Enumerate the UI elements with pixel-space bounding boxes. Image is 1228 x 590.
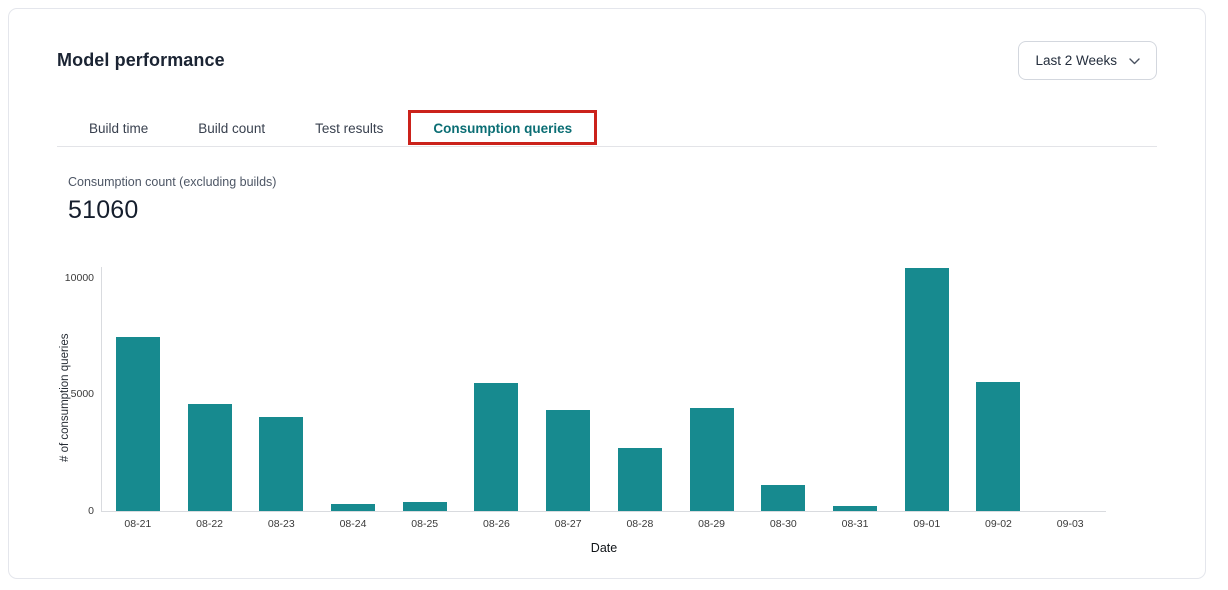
bar-08-30[interactable] [761, 485, 806, 511]
date-range-dropdown[interactable]: Last 2 Weeks [1018, 41, 1157, 80]
x-tick-label: 08-25 [411, 518, 439, 530]
bar-08-22[interactable] [187, 404, 232, 511]
x-tick-label: 09-01 [913, 518, 941, 530]
x-labels: 08-21 08-22 08-23 08-24 08-25 08-26 08-27 08-28… [102, 518, 1106, 530]
tab-consumption-queries-label: Consumption queries [433, 120, 573, 136]
y-tick-label: 0 [88, 505, 94, 517]
bar-09-02[interactable] [976, 382, 1021, 511]
x-tick-label: 08-24 [339, 518, 367, 530]
metric-value: 51060 [68, 196, 139, 224]
x-tick-label: 08-22 [196, 518, 223, 530]
bar-band [102, 267, 174, 511]
x-tick-label: 08-27 [554, 518, 582, 530]
page-title: Model performance [57, 50, 225, 70]
consumption-bar-chart: # of consumption queries 08-21 08-22 08-23… [57, 255, 1157, 565]
bar-band [891, 267, 963, 511]
bar-08-26[interactable] [474, 383, 519, 511]
x-tick-label: 09-03 [1056, 518, 1084, 530]
tab-bar: Build time Build count Test results Cons… [57, 109, 1157, 147]
tab-build-time[interactable]: Build time [89, 120, 149, 136]
card-header: Model performance Last 2 Weeks [57, 41, 1157, 80]
bar-band [747, 267, 819, 511]
y-tick-label: 5000 [70, 388, 94, 400]
metric-label: Consumption count (excluding builds) [68, 175, 277, 189]
x-tick-label: 08-26 [483, 518, 510, 530]
bar-08-28[interactable] [617, 448, 662, 511]
bar-band [1034, 267, 1106, 511]
bar-08-29[interactable] [689, 408, 734, 511]
x-tick-label: 08-29 [698, 518, 726, 530]
chevron-down-icon [1129, 57, 1140, 65]
bars [102, 267, 1106, 511]
x-tick-label: 08-23 [267, 518, 295, 530]
tab-consumption-queries[interactable]: Consumption queries [408, 109, 598, 145]
tab-build-count[interactable]: Build count [198, 120, 266, 136]
bar-band [245, 267, 317, 511]
plot-area: 08-21 08-22 08-23 08-24 08-25 08-26 08-27 08-28… [65, 267, 1106, 555]
bar-band [389, 267, 461, 511]
bar-08-25[interactable] [402, 502, 447, 511]
bar-band [819, 267, 891, 511]
bar-08-24[interactable] [331, 504, 376, 511]
y-tick-label: 10000 [64, 272, 94, 284]
bar-band [317, 267, 389, 511]
x-axis-title: Date [590, 541, 618, 555]
x-tick-label: 08-31 [841, 518, 869, 530]
bar-08-27[interactable] [546, 410, 591, 511]
y-axis-label: # of consumption queries [59, 333, 71, 463]
tab-test-results[interactable]: Test results [315, 120, 384, 136]
date-range-value: Last 2 Weeks [1035, 53, 1117, 68]
bar-08-23[interactable] [259, 417, 304, 511]
x-tick-label: 08-28 [626, 518, 654, 530]
bar-band [461, 267, 533, 511]
bar-08-31[interactable] [833, 506, 878, 511]
bar-band [963, 267, 1035, 511]
x-tick-label: 08-21 [124, 518, 152, 530]
bar-band [532, 267, 604, 511]
bar-band [174, 267, 246, 511]
bar-band [604, 267, 676, 511]
x-tick-label: 09-02 [985, 518, 1012, 530]
model-performance-card: Model performance Last 2 Weeks Build tim… [8, 8, 1206, 579]
bar-08-21[interactable] [115, 337, 160, 511]
x-tick-label: 08-30 [769, 518, 797, 530]
metric-block: Consumption count (excluding builds) 510… [68, 175, 1157, 225]
bar-band [676, 267, 748, 511]
bar-09-01[interactable] [904, 268, 949, 511]
